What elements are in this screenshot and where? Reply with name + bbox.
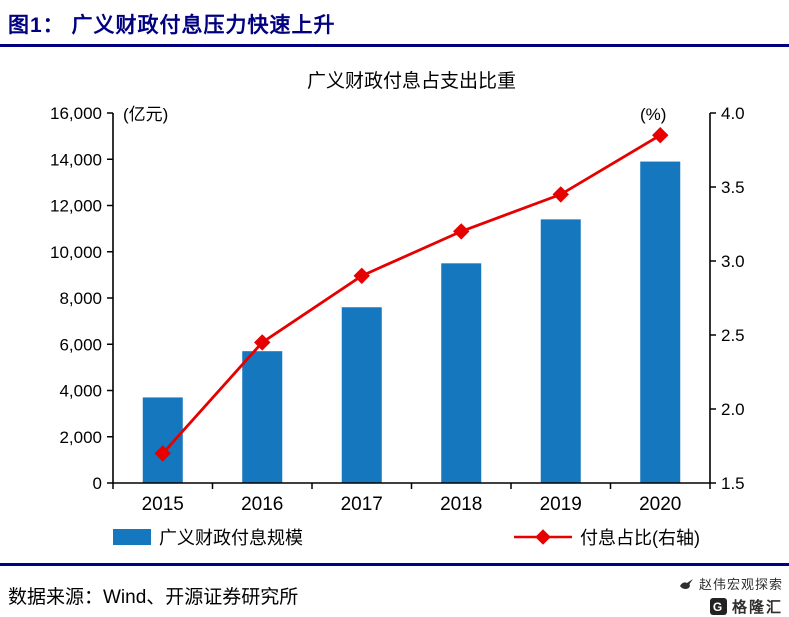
x-tick-label-2020: 2020 bbox=[639, 494, 681, 515]
right-tick-label: 2.5 bbox=[721, 326, 745, 345]
watermark-row-1: 赵伟宏观探索 bbox=[679, 574, 783, 593]
header-rule bbox=[0, 44, 789, 47]
line-marker-2020 bbox=[652, 126, 669, 144]
gelonghui-logo-icon: G bbox=[709, 598, 727, 615]
bar-2018 bbox=[441, 263, 482, 483]
footer: 数据来源：Wind、开源证券研究所 赵伟宏观探索 G 格隆汇 bbox=[0, 566, 789, 617]
line-marker-2018 bbox=[453, 223, 470, 240]
watermark-row-2: G 格隆汇 bbox=[679, 596, 783, 617]
bar-series-swatch bbox=[113, 529, 151, 545]
line-series-path bbox=[161, 133, 661, 455]
right-tick-label: 3.0 bbox=[721, 252, 745, 271]
left-tick-label: 0 bbox=[93, 474, 102, 493]
x-tick-label-2017: 2017 bbox=[341, 494, 383, 515]
x-tick-label-2015: 2015 bbox=[142, 494, 184, 515]
x-tick-label-2016: 2016 bbox=[241, 494, 283, 515]
watermark: 赵伟宏观探索 G 格隆汇 bbox=[679, 574, 783, 617]
bar-2020 bbox=[640, 161, 681, 483]
right-axis-unit-label: (%) bbox=[640, 105, 666, 124]
watermark-text-1: 赵伟宏观探索 bbox=[698, 577, 783, 592]
bar-2017 bbox=[341, 307, 382, 483]
left-tick-label: 6,000 bbox=[59, 335, 102, 354]
figure-title: 图1： 广义财政付息压力快速上升 bbox=[8, 14, 336, 37]
chart-canvas: 广义财政付息占支出比重 0 2,000 4,000 6,000 8,000 10,000 12… bbox=[50, 70, 745, 515]
data-source: 数据来源：Wind、开源证券研究所 bbox=[8, 587, 299, 608]
left-tick-label: 10,000 bbox=[50, 243, 102, 262]
bird-icon bbox=[679, 578, 693, 589]
left-tick-label: 8,000 bbox=[59, 289, 102, 308]
legend-label-bar: 广义财政付息规模 bbox=[159, 528, 303, 548]
chart-title: 广义财政付息占支出比重 bbox=[307, 70, 516, 92]
legend-item-bar: 广义财政付息规模 bbox=[113, 524, 303, 550]
bar-2016 bbox=[242, 351, 283, 483]
bar-2019 bbox=[540, 219, 581, 483]
line-marker-2017 bbox=[353, 267, 370, 285]
watermark-text-2: 格隆汇 bbox=[731, 599, 783, 616]
right-tick-label: 3.5 bbox=[721, 178, 745, 197]
left-tick-label: 16,000 bbox=[50, 104, 102, 123]
chart-legend: 广义财政付息规模 付息占比(右轴) bbox=[113, 525, 700, 549]
legend-label-line: 付息占比(右轴) bbox=[580, 528, 700, 548]
right-tick-label: 2.0 bbox=[721, 400, 745, 419]
left-axis-unit-label: (亿元) bbox=[123, 105, 168, 124]
x-tick-label-2018: 2018 bbox=[440, 494, 482, 515]
right-tick-label: 1.5 bbox=[721, 474, 745, 493]
legend-item-line: 付息占比(右轴) bbox=[514, 524, 700, 550]
left-tick-label: 14,000 bbox=[50, 150, 102, 169]
figure-header: 图1： 广义财政付息压力快速上升 bbox=[0, 0, 789, 44]
left-tick-label: 4,000 bbox=[59, 382, 102, 401]
footer-rule bbox=[0, 563, 789, 566]
x-tick-label-2019: 2019 bbox=[540, 494, 582, 515]
left-tick-label: 12,000 bbox=[50, 197, 102, 216]
line-series-swatch bbox=[514, 529, 572, 545]
bar-2015 bbox=[142, 397, 183, 483]
left-tick-label: 2,000 bbox=[59, 428, 102, 447]
right-tick-label: 4.0 bbox=[721, 104, 745, 123]
line-marker-2019 bbox=[552, 186, 569, 203]
